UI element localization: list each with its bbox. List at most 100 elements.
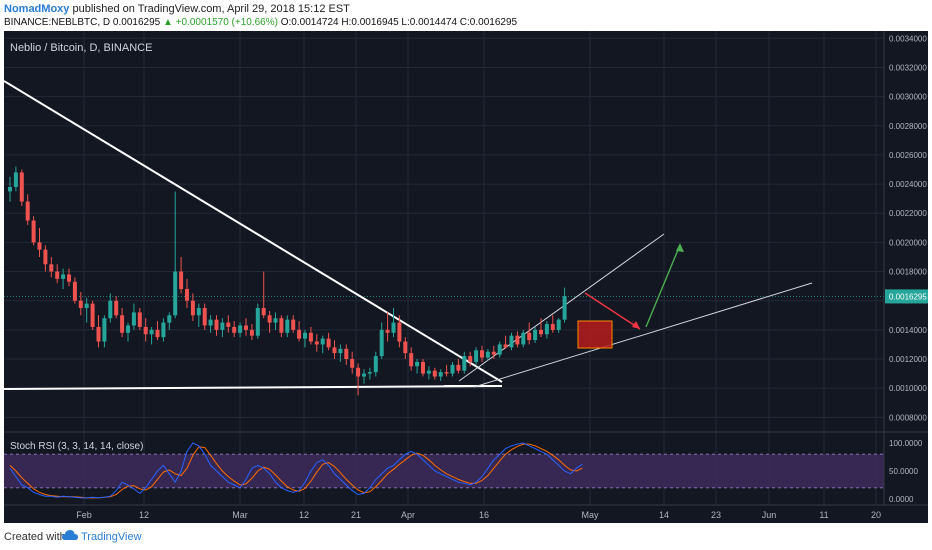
- stoch-rsi-pane: [4, 442, 884, 499]
- candle-body: [450, 364, 455, 374]
- candle-body: [314, 341, 319, 345]
- candle-body: [8, 186, 12, 192]
- candle-body: [350, 359, 355, 368]
- candle-body: [556, 319, 561, 330]
- date-tick-label: 23: [711, 510, 721, 520]
- up-arrow-line: [645, 244, 681, 328]
- candle-body: [255, 307, 260, 336]
- price-chart[interactable]: 0.0034000 0.0032000 0.0030000 0.0028000 0.00…: [4, 31, 928, 523]
- candle-body: [244, 325, 248, 330]
- price-tick-label: 0.0028000: [889, 122, 927, 131]
- candle-body: [485, 351, 490, 358]
- candle-body: [356, 367, 361, 377]
- candle-body: [550, 324, 555, 330]
- candle-body: [149, 329, 154, 335]
- date-tick-label: Mar: [232, 510, 248, 520]
- candle-body: [13, 172, 18, 187]
- candle-body: [367, 372, 372, 374]
- candle-body: [279, 318, 284, 333]
- date-tick-label: 14: [659, 510, 669, 520]
- date-tick-label: Jun: [762, 510, 777, 520]
- candle-body: [167, 315, 172, 323]
- publish-line: NomadMoxy published on TradingView.com, …: [4, 3, 350, 15]
- candle-body: [67, 274, 71, 282]
- upper-channel-line: [458, 233, 665, 382]
- candle-body: [173, 271, 178, 316]
- created-with-label: Created with: [4, 531, 66, 543]
- candle-body: [320, 338, 325, 345]
- candle-body: [491, 351, 496, 355]
- candle-body: [261, 307, 266, 316]
- price-tick-label: 0.0026000: [889, 151, 927, 160]
- candle-body: [539, 329, 543, 335]
- candle-body: [497, 344, 502, 355]
- up-arrow-head: [676, 243, 684, 252]
- price-tick-label: 0.0020000: [889, 238, 927, 247]
- candle-body: [379, 329, 384, 357]
- down-arrow-line: [584, 292, 641, 330]
- rsi-tick-label: 50.0000: [889, 467, 918, 476]
- candle-body: [562, 296, 567, 320]
- candle-body: [373, 356, 378, 373]
- rsi-title: Stoch RSI (3, 3, 14, 14, close): [10, 441, 143, 452]
- price-tick-label: 0.0022000: [889, 209, 927, 218]
- candle-body: [108, 300, 113, 319]
- candle-body: [509, 335, 514, 348]
- candle-body: [415, 361, 420, 367]
- candle-body: [426, 370, 431, 374]
- candle-body: [338, 348, 343, 354]
- candle-body: [456, 364, 461, 371]
- price-tick-label: 0.0024000: [889, 180, 927, 189]
- candle-body: [114, 300, 119, 316]
- price-tick-label: 0.0014000: [889, 326, 927, 335]
- candle-body: [37, 242, 42, 250]
- candle-body: [55, 271, 60, 279]
- candle-body: [72, 281, 77, 301]
- candle-body: [297, 329, 302, 339]
- price-tick-label: 0.0030000: [889, 93, 927, 102]
- price-tick-label: 0.0012000: [889, 355, 927, 364]
- candle-body: [515, 335, 520, 345]
- axes: 0.0034000 0.0032000 0.0030000 0.0028000 0.00…: [4, 31, 928, 520]
- candle-body: [391, 322, 396, 333]
- candle-body: [438, 372, 443, 377]
- candle-body: [61, 274, 66, 279]
- date-tick-label: 11: [819, 510, 828, 520]
- date-tick-label: Apr: [401, 510, 415, 520]
- author-link[interactable]: NomadMoxy: [4, 3, 70, 15]
- candle-body: [285, 319, 290, 333]
- last-price-badge: [885, 289, 928, 304]
- candle-body: [25, 201, 30, 221]
- descending-trendline: [4, 80, 503, 383]
- date-tick-label: 20: [871, 510, 881, 520]
- candle-body: [155, 329, 160, 338]
- grid-lines: [4, 31, 884, 505]
- date-tick-label: 16: [479, 510, 489, 520]
- symbol-line: BINANCE:NEBLBTC, D 0.0016295 ▲ +0.000157…: [4, 17, 517, 28]
- candle-body: [232, 326, 237, 333]
- candle-body: [432, 370, 437, 377]
- candle-body: [31, 220, 36, 243]
- candle-body: [96, 326, 101, 342]
- chart-frame[interactable]: 0.0034000 0.0032000 0.0030000 0.0028000 0.00…: [4, 31, 928, 523]
- candle-body: [332, 347, 337, 354]
- candle-body: [326, 338, 331, 348]
- rsi-tick-label: 0.0000: [889, 495, 914, 504]
- candle-body: [126, 325, 130, 333]
- candle-body: [137, 312, 142, 327]
- candle-body: [90, 303, 95, 327]
- date-tick-label: 12: [139, 510, 149, 520]
- candle-body: [78, 300, 83, 308]
- candle-body: [273, 318, 278, 323]
- candle-body: [533, 329, 538, 341]
- candle-body: [468, 356, 473, 362]
- candle-body: [49, 264, 54, 272]
- candle-body: [214, 319, 219, 330]
- tradingview-brand[interactable]: TradingView: [81, 531, 142, 543]
- footer: Created with TradingView: [4, 528, 924, 546]
- candle-body: [267, 315, 272, 323]
- price-tick-label: 0.0018000: [889, 268, 927, 277]
- candle-body: [249, 329, 254, 336]
- last-price: 0.0016295: [112, 17, 161, 28]
- stoch-rsi-k-line: [9, 442, 583, 499]
